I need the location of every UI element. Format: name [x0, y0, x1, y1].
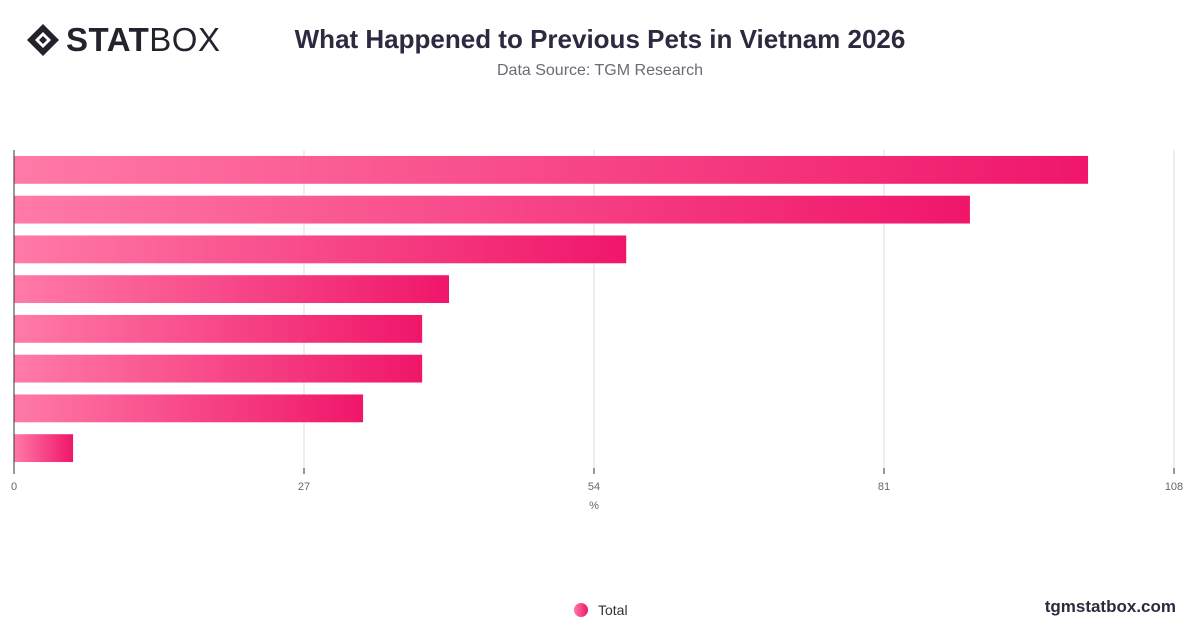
bar[interactable]: [14, 235, 627, 264]
website-url: tgmstatbox.com: [1044, 597, 1176, 616]
chart-title: What Happened to Previous Pets in Vietna…: [294, 24, 906, 54]
bar[interactable]: [14, 434, 74, 463]
legend-total-marker: [574, 603, 588, 617]
x-tick-label: 108: [1165, 481, 1183, 493]
statbox-diamond-icon: [27, 24, 59, 56]
logo-text-light: BOX: [149, 21, 221, 58]
bar[interactable]: [14, 394, 364, 423]
bar[interactable]: [14, 195, 970, 224]
bar[interactable]: [14, 155, 1089, 184]
bar[interactable]: [14, 354, 423, 383]
chart-subtitle: Data Source: TGM Research: [496, 62, 703, 79]
logo-text-bold: STAT: [66, 21, 150, 58]
x-tick-label: 27: [298, 481, 310, 493]
bar[interactable]: [14, 275, 449, 304]
x-tick-label: 54: [588, 481, 600, 493]
x-tick-label: 0: [11, 481, 17, 493]
legend[interactable]: Total: [574, 602, 628, 618]
x-tick-label: 81: [878, 481, 890, 493]
bar[interactable]: [14, 314, 423, 343]
logo-text: STATBOX: [66, 22, 220, 58]
statbox-logo: STATBOX: [26, 22, 220, 58]
x-axis-label: %: [589, 500, 599, 512]
bars: [14, 155, 1089, 463]
x-axis: 0 27 54 81 108: [11, 150, 1183, 493]
legend-total-label: Total: [598, 602, 628, 618]
